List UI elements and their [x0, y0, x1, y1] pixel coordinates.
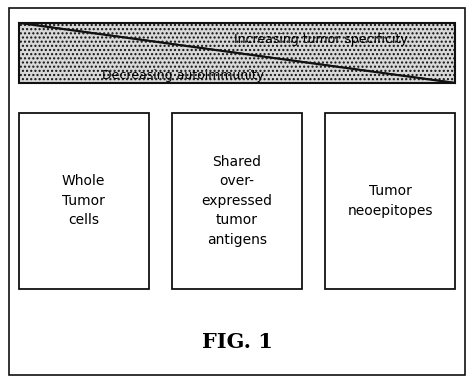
Bar	[172, 113, 302, 289]
Polygon shape	[18, 23, 456, 83]
Polygon shape	[18, 23, 456, 83]
Bar	[325, 113, 456, 289]
Text: FIG. 1: FIG. 1	[201, 332, 273, 352]
Text: Whole
Tumor
cells: Whole Tumor cells	[62, 174, 105, 228]
Text: Decreasing autoimmunity: Decreasing autoimmunity	[102, 69, 264, 82]
Text: Increasing tumor specificity: Increasing tumor specificity	[234, 33, 408, 46]
Text: Shared
over-
expressed
tumor
antigens: Shared over- expressed tumor antigens	[201, 155, 273, 247]
Text: Tumor
neoepitopes: Tumor neoepitopes	[347, 184, 433, 218]
Bar	[18, 113, 149, 289]
